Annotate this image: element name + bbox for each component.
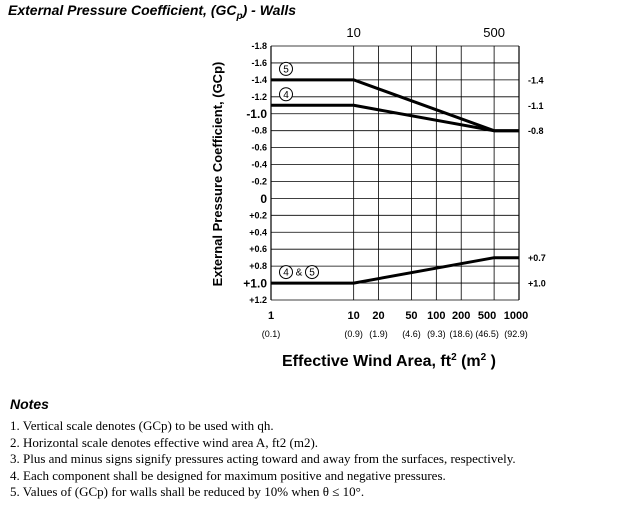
right-value-label: -0.8 (528, 126, 544, 136)
note-item: 2. Horizontal scale denotes effective wi… (10, 434, 319, 450)
chart-title: External Pressure Coefficient, (GCp) - W… (8, 2, 297, 22)
note-item: 4. Each component shall be designed for … (10, 467, 446, 483)
y-tick-label: -1.6 (251, 58, 267, 68)
y-tick-label: -0.4 (251, 160, 267, 170)
note-item: 1. Vertical scale denotes (GCp) to be us… (10, 418, 274, 433)
zone-label-5: 5 (305, 265, 319, 280)
x-tick-label: 50 (405, 310, 417, 322)
y-axis-label: External Pressure Coefficient, (GCp) (210, 62, 225, 287)
right-value-label: -1.4 (528, 75, 544, 85)
zone-number: 4 (283, 268, 289, 279)
x-tick-sublabel: (1.9) (369, 329, 388, 339)
chart-labels: -1.8 -1.6 -1.4 -1.2 -1.0 -0.8 -0.6 -0.4 -0.2 0 +0.… (243, 25, 545, 339)
zone-circle (279, 265, 293, 280)
x-tick-sublabel: (9.3) (427, 329, 446, 339)
y-tick-label: +0.6 (249, 244, 267, 254)
zone-number: 5 (283, 64, 289, 75)
x-tick-sublabel: (46.5) (475, 329, 499, 339)
y-tick-label: +0.4 (249, 227, 267, 237)
y-tick-label: -1.4 (251, 75, 267, 85)
notes-section: Notes 1. Vertical scale denotes (GCp) to… (10, 396, 610, 501)
notes-title: Notes (10, 396, 49, 412)
y-tick-label: -0.6 (251, 143, 267, 153)
chart-series: 544 & 5 (271, 61, 519, 285)
zone-ampersand: & (296, 268, 303, 279)
zone-circle (279, 87, 293, 102)
chart-area: 544 & 5 -1.8-1.6-1.4-1.2-1.0-0.8-0.6-0.4-0… (210, 25, 546, 370)
x-tick-label: 20 (372, 310, 384, 322)
y-tick-label: +0.8 (249, 261, 267, 271)
zone-number: 5 (309, 268, 315, 279)
x-tick-label: 1 (268, 310, 274, 322)
y-tick-label: -1.8 (251, 41, 267, 51)
series-line-3 (271, 256, 519, 285)
zone-circle (279, 61, 293, 76)
zone-label-4: 4 (279, 87, 293, 102)
note-item: 5. Values of (GCp) for walls shall be re… (10, 484, 365, 499)
series-line-2 (271, 103, 519, 133)
x-tick-sublabel: (92.9) (504, 329, 528, 339)
y-tick-label: +1.0 (243, 277, 267, 291)
zone-circle (305, 265, 319, 280)
y-tick-label: -0.8 (251, 126, 267, 136)
x-axis-label: Effective Wind Area, ft2 (m2 ) (282, 352, 496, 370)
x-tick-sublabel: (18.6) (449, 329, 473, 339)
x-tick-sublabel: (0.9) (344, 329, 363, 339)
zone-number: 4 (283, 90, 289, 101)
x-tick-label: 1000 (504, 310, 528, 322)
chart-grid (270, 45, 520, 301)
y-tick-label: -1.0 (246, 107, 267, 121)
y-tick-label: +0.2 (249, 210, 267, 220)
x-tick-label: 100 (427, 310, 445, 322)
right-value-label: +0.7 (528, 253, 546, 263)
y-tick-label: -0.2 (251, 176, 267, 186)
x-tick-label: 200 (452, 310, 470, 322)
right-value-label: -1.1 (528, 101, 544, 111)
x-tick-label: 500 (478, 310, 496, 322)
right-value-label: +1.0 (528, 279, 546, 289)
note-item: 3. Plus and minus signs signify pressure… (10, 451, 516, 466)
top-tick-label: 10 (346, 25, 360, 40)
y-tick-label: 0 (260, 192, 267, 206)
y-tick-label: +1.2 (249, 295, 267, 305)
zone-label-5: 5 (279, 61, 293, 76)
x-tick-sublabel: (0.1) (262, 329, 281, 339)
y-tick-label: -1.2 (251, 92, 267, 102)
top-tick-label: 500 (483, 25, 505, 40)
zone-label-4: 4 (279, 265, 293, 280)
x-tick-sublabel: (4.6) (402, 329, 421, 339)
x-tick-label: 10 (348, 310, 360, 322)
